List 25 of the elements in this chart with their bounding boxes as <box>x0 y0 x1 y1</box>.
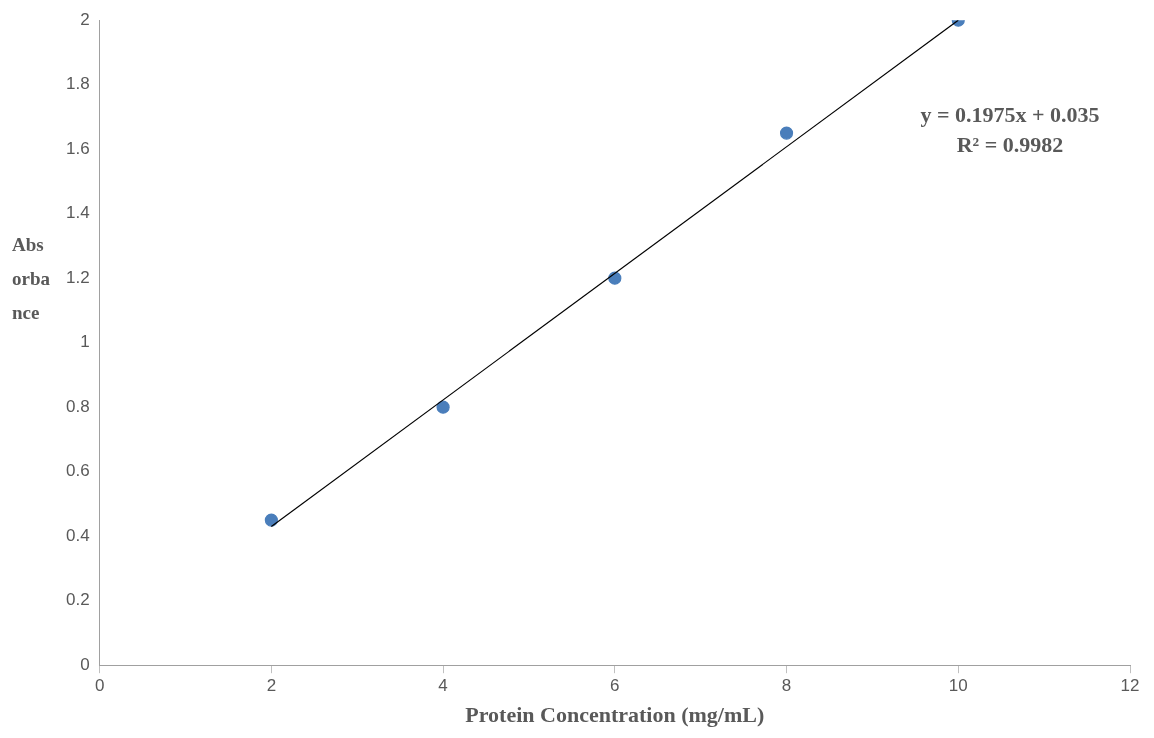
point <box>264 513 278 527</box>
y-tick-label: 1 <box>80 332 90 352</box>
x-axis-title: Protein Concentration (mg/mL) <box>465 702 765 728</box>
point <box>436 400 450 414</box>
y-tick-label: 1.4 <box>65 203 90 223</box>
x-tick-label: 10 <box>948 676 968 696</box>
x-tick-label: 6 <box>610 676 620 696</box>
x-tick-label: 4 <box>438 676 448 696</box>
y-tick-label: 0.8 <box>65 396 90 416</box>
y-tick-label: 2 <box>80 9 90 29</box>
y-tick-label: 0.4 <box>65 525 90 545</box>
x-tick-label: 12 <box>1120 676 1140 696</box>
y-axis-title: Absorbance <box>12 233 50 325</box>
y-tick-label: 0.2 <box>65 590 90 610</box>
annotation: y = 0.1975x + 0.035 <box>919 101 1101 129</box>
x-tick-label: 2 <box>266 676 277 696</box>
x-tick-label: 8 <box>781 676 792 696</box>
y-tick-label: 1.8 <box>65 74 90 94</box>
point <box>779 126 794 140</box>
annotation: R² = 0.9982 <box>955 131 1065 159</box>
y-tick-label: 1.6 <box>65 138 90 158</box>
y-tick-label: 0 <box>80 654 90 674</box>
y-tick-label: 0.6 <box>65 461 90 481</box>
x-tick-label: 0 <box>94 676 105 696</box>
y-tick-label: 1.2 <box>65 267 90 287</box>
